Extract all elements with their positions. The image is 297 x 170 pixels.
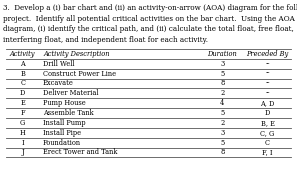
Text: 4: 4 [220, 99, 225, 107]
Text: A, D: A, D [260, 99, 275, 107]
Text: interfering float, and independent float for each activity.: interfering float, and independent float… [3, 36, 208, 44]
Text: Erect Tower and Tank: Erect Tower and Tank [43, 148, 117, 157]
Text: C: C [265, 139, 270, 147]
Text: C, G: C, G [260, 129, 275, 137]
Text: Install Pipe: Install Pipe [43, 129, 81, 137]
Text: Deliver Material: Deliver Material [43, 89, 99, 97]
Text: F: F [20, 109, 25, 117]
Text: C: C [20, 79, 25, 88]
Text: I: I [21, 139, 24, 147]
Text: B, E: B, E [260, 119, 275, 127]
Text: B: B [20, 70, 25, 78]
Text: diagram, (i) identify the critical path, and (ii) calculate the total float, fre: diagram, (i) identify the critical path,… [3, 25, 294, 33]
Text: --: -- [265, 60, 270, 68]
Text: A: A [20, 60, 25, 68]
Text: Assemble Tank: Assemble Tank [43, 109, 94, 117]
Text: Pump House: Pump House [43, 99, 86, 107]
Text: Excavate: Excavate [43, 79, 74, 88]
Text: 8: 8 [220, 79, 225, 88]
Text: 5: 5 [220, 70, 225, 78]
Text: 3: 3 [220, 129, 225, 137]
Text: 5: 5 [220, 139, 225, 147]
Text: F, I: F, I [262, 148, 273, 157]
Text: 2: 2 [220, 119, 225, 127]
Text: Preceded By: Preceded By [247, 50, 289, 58]
Text: J: J [21, 148, 24, 157]
Text: D: D [265, 109, 270, 117]
Text: project.  Identify all potential critical activities on the bar chart.  Using th: project. Identify all potential critical… [3, 15, 295, 23]
Text: --: -- [265, 70, 270, 78]
Text: Drill Well: Drill Well [43, 60, 75, 68]
Text: E: E [20, 99, 25, 107]
Text: H: H [20, 129, 26, 137]
Text: --: -- [265, 89, 270, 97]
Text: Activity Description: Activity Description [43, 50, 110, 58]
Text: 3.  Develop a (i) bar chart and (ii) an activity-on-arrow (AOA) diagram for the : 3. Develop a (i) bar chart and (ii) an a… [3, 4, 297, 12]
Text: 3: 3 [220, 60, 225, 68]
Text: Install Pump: Install Pump [43, 119, 86, 127]
Text: 8: 8 [220, 148, 225, 157]
Text: --: -- [265, 79, 270, 88]
Text: Duration: Duration [207, 50, 237, 58]
Text: D: D [20, 89, 26, 97]
Text: Construct Power Line: Construct Power Line [43, 70, 116, 78]
Text: Foundation: Foundation [43, 139, 81, 147]
Text: G: G [20, 119, 26, 127]
Text: 2: 2 [220, 89, 225, 97]
Text: 5: 5 [220, 109, 225, 117]
Text: Activity: Activity [10, 50, 35, 58]
